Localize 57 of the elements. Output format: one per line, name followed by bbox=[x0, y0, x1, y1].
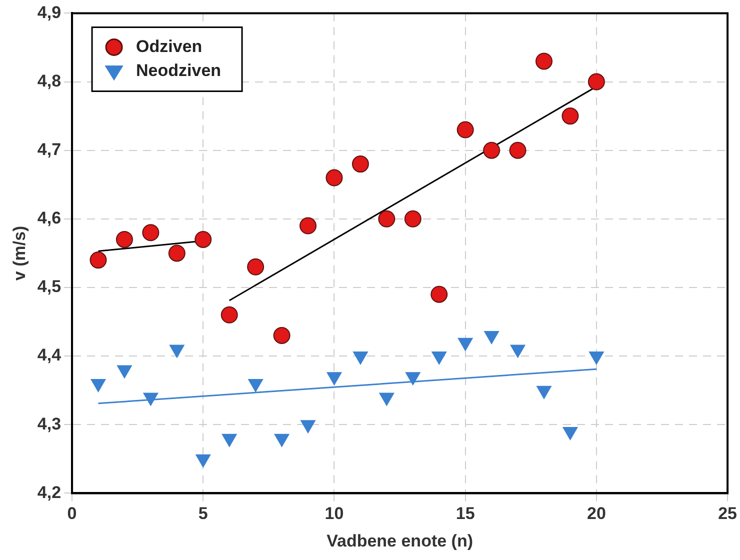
point bbox=[326, 372, 342, 386]
y-axis-title: v (m/s) bbox=[10, 226, 29, 281]
x-tick-label: 25 bbox=[718, 504, 738, 524]
point bbox=[274, 434, 290, 447]
point bbox=[90, 378, 106, 392]
point bbox=[196, 454, 211, 468]
point bbox=[194, 230, 212, 248]
point bbox=[536, 52, 552, 70]
point bbox=[352, 156, 369, 173]
point bbox=[484, 330, 499, 344]
point bbox=[589, 352, 604, 365]
point bbox=[509, 142, 526, 159]
point bbox=[326, 169, 343, 186]
point bbox=[220, 306, 238, 324]
y-tick-label: 4,9 bbox=[37, 2, 62, 22]
y-tick-label: 4,7 bbox=[37, 140, 62, 160]
point bbox=[300, 420, 316, 434]
point bbox=[353, 352, 368, 365]
point bbox=[90, 252, 107, 269]
point bbox=[143, 392, 158, 406]
point bbox=[430, 286, 448, 303]
y-tick-label: 4,3 bbox=[37, 414, 62, 434]
point bbox=[379, 392, 394, 406]
point bbox=[588, 73, 605, 90]
point bbox=[405, 372, 420, 386]
point bbox=[169, 344, 184, 358]
point bbox=[562, 108, 579, 125]
point bbox=[248, 378, 264, 392]
y-tick-label: 4,6 bbox=[37, 208, 62, 228]
y-tick-label: 4,8 bbox=[37, 71, 62, 90]
point bbox=[432, 352, 447, 365]
y-tick-label: 4,2 bbox=[37, 482, 62, 502]
x-tick-label: 10 bbox=[324, 504, 344, 524]
point bbox=[300, 217, 317, 234]
x-tick-label: 0 bbox=[67, 504, 77, 524]
point bbox=[483, 142, 500, 159]
x-tick-label: 5 bbox=[198, 504, 208, 524]
point bbox=[142, 224, 160, 242]
legend-label: Neodziven bbox=[136, 60, 222, 80]
x-tick-label: 15 bbox=[456, 504, 475, 524]
point bbox=[116, 230, 133, 248]
y-tick-label: 4,5 bbox=[37, 277, 62, 296]
x-tick-label: 20 bbox=[586, 504, 606, 524]
y-tick-label: 4,4 bbox=[37, 346, 62, 365]
point bbox=[562, 426, 578, 440]
point bbox=[222, 434, 237, 447]
point bbox=[378, 210, 396, 228]
point bbox=[458, 338, 473, 351]
point bbox=[510, 344, 526, 358]
x-axis-title: Vadbene enote (n) bbox=[326, 531, 473, 550]
point bbox=[404, 210, 422, 228]
point bbox=[117, 365, 132, 378]
point bbox=[168, 244, 186, 262]
point bbox=[247, 258, 264, 276]
point bbox=[536, 386, 552, 399]
point bbox=[456, 121, 474, 138]
legend-label: Odziven bbox=[136, 36, 202, 56]
